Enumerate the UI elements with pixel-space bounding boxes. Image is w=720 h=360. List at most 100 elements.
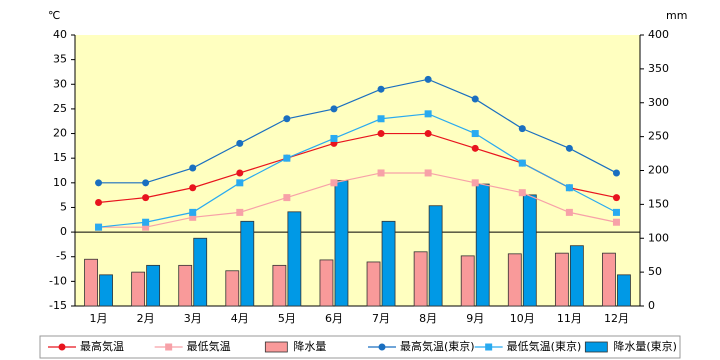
point: [377, 85, 385, 93]
y-tick-label: 15: [53, 151, 67, 164]
x-tick-label: 8月: [419, 312, 437, 325]
bar: [272, 264, 287, 307]
legend-label: 最低気温(東京): [507, 339, 582, 353]
point: [236, 208, 244, 216]
point: [283, 115, 291, 123]
point: [283, 154, 291, 162]
point: [471, 130, 479, 138]
y2-tick-label: 50: [648, 265, 662, 278]
line: [98, 78, 617, 184]
bar: [554, 252, 569, 307]
point: [236, 169, 244, 177]
legend-swatch: [264, 341, 288, 353]
y2-tick-label: 250: [648, 130, 669, 143]
point: [565, 184, 573, 192]
y2-tick-label: 200: [648, 164, 669, 177]
y-tick-label: 5: [60, 200, 67, 213]
legend-label: 降水量(東京): [613, 339, 677, 353]
line: [98, 172, 617, 228]
point: [236, 179, 244, 187]
point: [612, 208, 620, 216]
x-tick-label: 12月: [604, 312, 629, 325]
bar: [366, 261, 381, 307]
point: [424, 75, 432, 83]
point: [142, 194, 150, 202]
plot-area: [75, 35, 640, 306]
x-tick-label: 10月: [510, 312, 535, 325]
point: [424, 110, 432, 118]
x-tick-label: 3月: [184, 312, 202, 325]
y2-tick-label: 150: [648, 197, 669, 210]
bar: [617, 274, 631, 307]
point: [330, 179, 338, 187]
point: [377, 169, 385, 177]
line: [98, 113, 617, 228]
point: [95, 179, 103, 187]
point: [424, 130, 432, 138]
bar: [602, 252, 616, 307]
point: [612, 218, 620, 226]
x-tick-label: 5月: [278, 312, 296, 325]
point: [424, 169, 432, 177]
x-tick-label: 7月: [372, 312, 390, 325]
y2-tick-label: 0: [648, 299, 655, 312]
bar: [84, 258, 98, 307]
bar: [475, 183, 490, 307]
y-tick-label: 10: [53, 176, 67, 189]
point: [283, 194, 291, 202]
point: [565, 208, 573, 216]
y2-tick-label: 100: [648, 231, 669, 244]
bar: [240, 220, 255, 307]
point: [612, 194, 620, 202]
x-tick-label: 11月: [557, 312, 582, 325]
legend-marker: [165, 343, 173, 351]
y2-tick-label: 350: [648, 62, 669, 75]
point: [565, 144, 573, 152]
legend-marker: [58, 343, 66, 351]
bar: [178, 264, 193, 307]
y2-tick-label: 400: [648, 28, 669, 41]
point: [518, 159, 526, 167]
bar: [319, 259, 334, 307]
y-tick-label: 0: [60, 225, 67, 238]
point: [236, 139, 244, 147]
y-tick-label: 40: [53, 28, 67, 41]
legend-label: 最高気温(東京): [400, 339, 475, 353]
legend-label: 最低気温: [187, 339, 231, 353]
point: [518, 125, 526, 133]
y-tick-label: 20: [53, 127, 67, 140]
bar: [381, 220, 396, 307]
bar: [146, 264, 161, 307]
point: [471, 179, 479, 187]
point: [142, 179, 150, 187]
point: [518, 189, 526, 197]
legend-label: 最高気温: [80, 339, 124, 353]
y-tick-label: -10: [49, 274, 67, 287]
point: [330, 134, 338, 142]
legend-box: [39, 335, 681, 359]
point: [189, 213, 197, 221]
y-tick-label: 30: [53, 77, 67, 90]
y-tick-label: 35: [53, 53, 67, 66]
legend-marker: [485, 343, 493, 351]
x-tick-label: 6月: [325, 312, 343, 325]
bar: [460, 255, 475, 307]
point: [471, 144, 479, 152]
point: [142, 218, 150, 226]
bar: [522, 194, 537, 307]
bar: [131, 271, 146, 307]
bar: [428, 205, 443, 307]
bar: [413, 251, 428, 307]
x-tick-label: 2月: [137, 312, 155, 325]
y-tick-label: -5: [56, 250, 67, 263]
bar: [569, 245, 584, 307]
bar: [193, 237, 208, 307]
point: [189, 184, 197, 192]
bar: [99, 274, 113, 307]
y2-tick-label: 300: [648, 96, 669, 109]
legend-swatch: [584, 341, 608, 353]
point: [189, 208, 197, 216]
point: [142, 223, 150, 231]
x-tick-label: 9月: [466, 312, 484, 325]
point: [471, 95, 479, 103]
